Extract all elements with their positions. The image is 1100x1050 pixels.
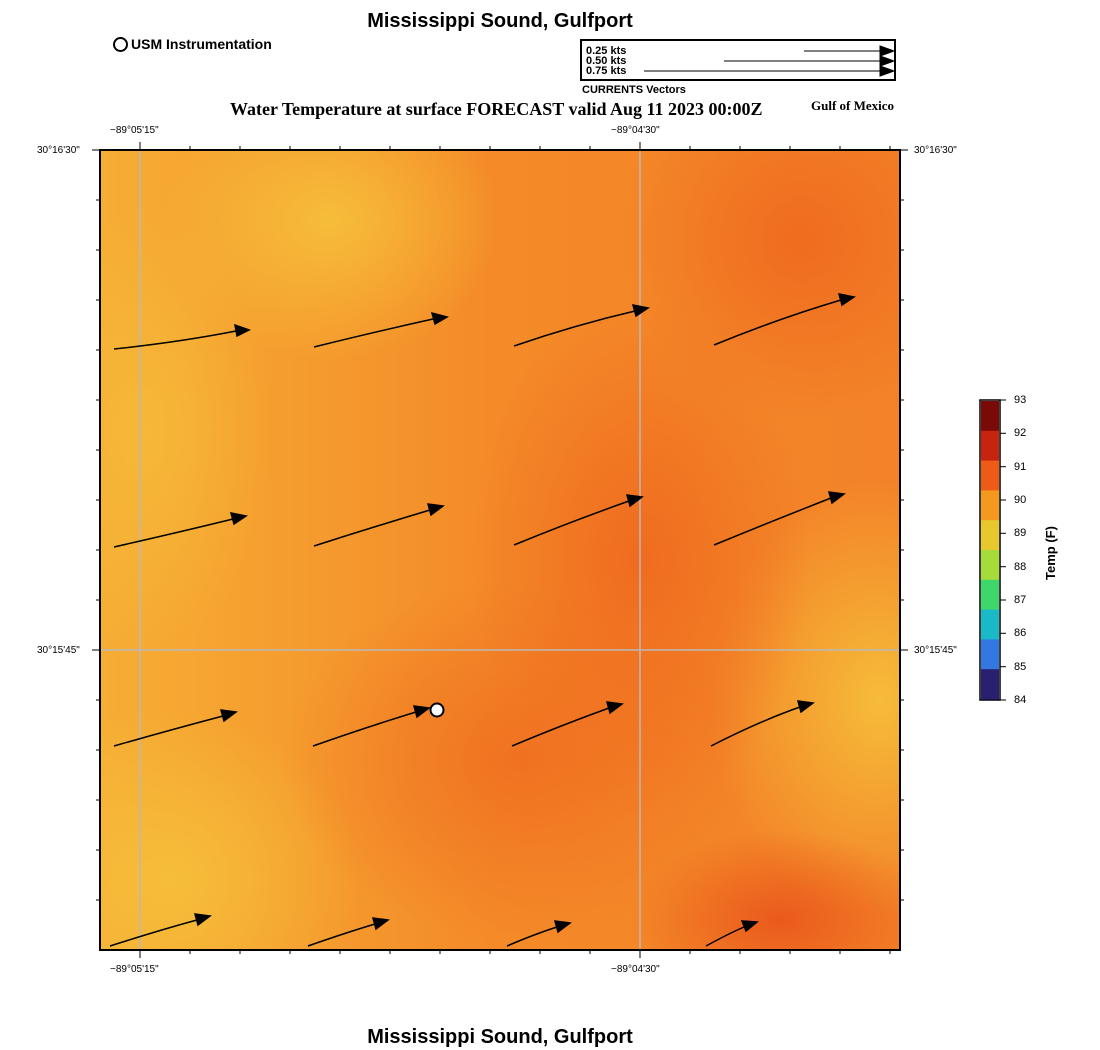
colorbar-label-93: 93 bbox=[1014, 394, 1027, 406]
current-vector bbox=[109, 913, 212, 947]
legend-row-075: 0.75 kts bbox=[586, 65, 627, 77]
legend-row-025: 0.25 kts bbox=[586, 45, 627, 57]
map-ticks bbox=[92, 142, 908, 958]
colorbar-label-89: 89 bbox=[1014, 527, 1027, 539]
top-lon-label-2: −89°04'30" bbox=[611, 125, 660, 136]
current-vector bbox=[312, 705, 431, 747]
left-lat-label-1: 30°16'30" bbox=[37, 145, 80, 156]
region-label: Gulf of Mexico bbox=[811, 98, 895, 113]
bottom-lon-label-2: −89°04'30" bbox=[611, 964, 660, 975]
legend-arrowhead-025 bbox=[879, 45, 894, 57]
legend-arrowhead-075 bbox=[879, 65, 894, 77]
current-vectors bbox=[109, 293, 856, 947]
current-vector bbox=[705, 920, 759, 947]
colorbar-segments bbox=[981, 401, 999, 700]
left-lat-label-2: 30°15'45" bbox=[37, 645, 80, 656]
colorbar-label-87: 87 bbox=[1014, 594, 1027, 606]
current-vector bbox=[513, 304, 650, 347]
map-title: Mississippi Sound, Gulfport bbox=[367, 10, 633, 32]
colorbar-frame bbox=[979, 399, 1001, 701]
colorbar-segment bbox=[981, 639, 999, 670]
bottom-lon-label-1: −89°05'15" bbox=[110, 964, 159, 975]
open-circle-icon bbox=[113, 36, 128, 52]
current-vector bbox=[710, 700, 815, 747]
colorbar-label-92: 92 bbox=[1014, 427, 1027, 439]
legend-arrowhead-050 bbox=[879, 55, 894, 67]
current-vector bbox=[513, 494, 644, 546]
colorbar-title: Temp (F) bbox=[1043, 526, 1058, 580]
colorbar-segment bbox=[981, 550, 999, 581]
station-legend: USM Instrumentation bbox=[113, 36, 272, 52]
colorbar-segment bbox=[981, 401, 999, 432]
colorbar-label-88: 88 bbox=[1014, 561, 1027, 573]
colorbar-label-90: 90 bbox=[1014, 494, 1027, 506]
current-vector bbox=[113, 512, 248, 548]
vector-legend: 0.25 kts 0.50 kts 0.75 kts bbox=[580, 39, 896, 81]
station-marker-icon[interactable] bbox=[429, 702, 445, 718]
current-vector bbox=[313, 503, 445, 547]
top-lon-label-1: −89°05'15" bbox=[110, 125, 159, 136]
map-gridlines bbox=[100, 150, 900, 950]
legend-arrows bbox=[644, 45, 894, 77]
current-vector bbox=[511, 701, 624, 747]
current-vector bbox=[313, 311, 449, 348]
right-lat-label-2: 30°15'45" bbox=[914, 645, 957, 656]
colorbar-segment bbox=[981, 579, 999, 611]
current-vector bbox=[713, 491, 846, 546]
current-vector bbox=[713, 293, 856, 346]
vector-legend-caption: CURRENTS Vectors bbox=[582, 84, 686, 96]
colorbar-label-91: 91 bbox=[1014, 461, 1027, 473]
colorbar bbox=[979, 399, 1006, 701]
colorbar-label-84: 84 bbox=[1014, 694, 1027, 706]
colorbar-segment bbox=[981, 609, 999, 640]
current-vector bbox=[307, 917, 390, 947]
colorbar-label-85: 85 bbox=[1014, 661, 1027, 673]
colorbar-label-86: 86 bbox=[1014, 627, 1027, 639]
station-legend-label: USM Instrumentation bbox=[131, 36, 272, 52]
map-subtitle: Water Temperature at surface FORECAST va… bbox=[230, 99, 763, 119]
colorbar-segment bbox=[981, 460, 999, 491]
current-vector bbox=[506, 920, 572, 947]
current-vector bbox=[113, 323, 251, 350]
colorbar-segment bbox=[981, 430, 999, 462]
temperature-field bbox=[100, 150, 900, 950]
footer-title: Mississippi Sound, Gulfport bbox=[367, 1026, 633, 1048]
legend-row-050: 0.50 kts bbox=[586, 55, 627, 67]
colorbar-segment bbox=[981, 490, 999, 521]
colorbar-segment bbox=[981, 520, 999, 551]
right-lat-label-1: 30°16'30" bbox=[914, 145, 957, 156]
colorbar-ticks bbox=[1000, 399, 1006, 701]
current-vector bbox=[113, 709, 238, 747]
colorbar-segment bbox=[981, 669, 999, 700]
